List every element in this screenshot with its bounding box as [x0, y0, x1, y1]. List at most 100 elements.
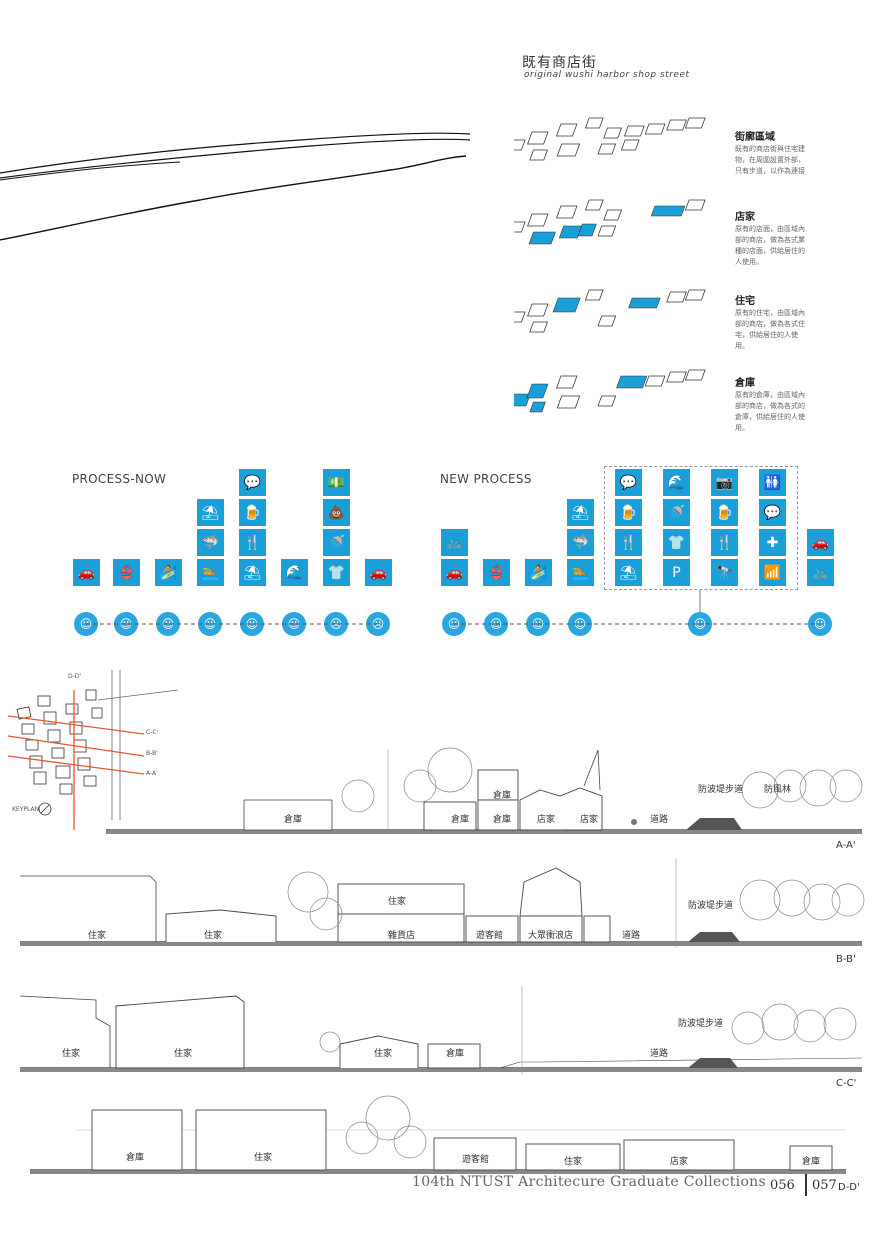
section-label: 道路: [650, 815, 669, 825]
section-label: 住家: [388, 897, 407, 907]
section-label: 防波堤步道: [698, 785, 744, 795]
section-name: C-C': [836, 1078, 857, 1089]
section-label: 住家: [564, 1157, 583, 1167]
keyplan-line-label: C-C': [146, 729, 159, 736]
camera-icon: 📷: [711, 469, 738, 496]
swim-icon: 🏊: [197, 559, 224, 586]
section-label: 大眾衝浪店: [528, 931, 574, 941]
beach-chair-icon: ⛱: [239, 559, 266, 586]
keyplan-line-label: A-A': [146, 770, 158, 777]
section-label: 防波堤步道: [678, 1019, 724, 1029]
page-subtitle: original wushi harbor shop street: [524, 70, 690, 80]
section-label: 遊客館: [476, 931, 504, 941]
beer-icon: 🍺: [711, 499, 738, 526]
section-label: 倉庫: [126, 1153, 145, 1163]
north-arrow-icon: [38, 802, 52, 816]
axon-block-houses: [514, 289, 706, 333]
key-plan: [8, 670, 178, 830]
beach-chair-icon: ⛱: [197, 499, 224, 526]
section-label: 倉庫: [284, 815, 303, 825]
shower-icon: 🚿: [663, 499, 690, 526]
surf-rent-icon: 🏄: [155, 559, 182, 586]
new-process-title: NEW PROCESS: [440, 472, 532, 486]
poop-icon: 💩: [323, 499, 350, 526]
money-icon: 💵: [323, 469, 350, 496]
page-title: 既有商店街: [522, 55, 597, 71]
keyplan-line-label: D-D': [68, 673, 82, 680]
bike-icon: 🚲: [441, 529, 468, 556]
section-label: 遊客館: [462, 1155, 490, 1165]
chat-icon: 💬: [615, 469, 642, 496]
block-label: 住宅: [735, 296, 755, 307]
car-icon: 🚗: [365, 559, 392, 586]
section-label: 住家: [88, 931, 107, 941]
surf-rent-icon: 🏄: [525, 559, 552, 586]
process-now-title: PROCESS-NOW: [72, 472, 167, 486]
process-now-diagram: 🚗 ☺ 👙 ☺ 🏄 ☺ 🏊 🦈 ⛱ ☺ ⛱ 🍴 🍺 💬 ☺ 🌊 ☺ 👕 🚿 💩 💵 ☹ 🚗 ☹: [73, 469, 392, 636]
shark-icon: 🦈: [567, 529, 594, 556]
beach-chair-icon: ⛱: [567, 499, 594, 526]
new-process-diagram: 🚗 🚲 ☺ 👙 ☺ 🏄 ☺ 🏊 🦈 ⛱ ☺ 🚲 🚗 ☺ ⛱ 🍴 🍺 💬 P 👕 🚿 🌊 🔭 🍴 🍺 📷 📶 ✚ 💬 🚻 ☺: [441, 469, 834, 636]
sad-face-icon: ☹: [366, 612, 390, 636]
section-label: 防風林: [764, 785, 792, 795]
block-desc: 原有的住宅，由區域內部的商店，做為各式住宅，供給居住的人使用。: [735, 309, 805, 350]
axon-block-shops: [514, 199, 706, 245]
shark-icon: 🦈: [197, 529, 224, 556]
section-aa-drawing: [106, 747, 863, 834]
section-label: 店家: [580, 815, 599, 825]
bikini-icon: 👙: [483, 559, 510, 586]
section-label: 倉庫: [446, 1049, 465, 1059]
block-label: 倉庫: [735, 378, 755, 389]
axon-block-storage: [514, 369, 706, 413]
block-desc: 原有的倉庫，由區域內部的商店，做為各式的倉庫，供給居住的人使用。: [735, 391, 805, 432]
section-label: 住家: [254, 1153, 273, 1163]
parking-icon: P: [663, 559, 690, 586]
bikini-icon: 👙: [113, 559, 140, 586]
footer-caption: 104th NTUST Architecure Graduate Collect…: [412, 1174, 766, 1190]
chat-icon: 💬: [239, 469, 266, 496]
car-icon: 🚗: [441, 559, 468, 586]
page-divider: [805, 1174, 807, 1196]
coastline-sketch: [0, 132, 471, 241]
section-label: 道路: [650, 1049, 669, 1059]
grouped-services-box: [604, 466, 798, 590]
page-number-left: 056: [770, 1178, 795, 1193]
cutlery-icon: 🍴: [711, 529, 738, 556]
car-icon: 🚗: [73, 559, 100, 586]
section-dd-drawing: [30, 1095, 846, 1174]
surfer-icon: 🌊: [663, 469, 690, 496]
section-label: 店家: [670, 1157, 689, 1167]
wifi-icon: 📶: [759, 559, 786, 586]
block-desc: 原有的店面，由區域內部的商店，做為各式業種的店面，供給居住的人使用。: [735, 225, 805, 266]
section-label: 住家: [174, 1049, 193, 1059]
section-name: D-D': [838, 1182, 860, 1193]
axon-block-all: [514, 117, 706, 161]
section-label: 住家: [374, 1049, 393, 1059]
bike-icon: 🚲: [807, 559, 834, 586]
tshirt-icon: 👕: [663, 529, 690, 556]
section-label: 倉庫: [451, 815, 470, 825]
block-label: 店家: [735, 212, 755, 223]
group-connector: [86, 590, 820, 625]
section-label: 道路: [622, 931, 641, 941]
section-label: 店家: [537, 815, 556, 825]
section-name: B-B': [836, 954, 856, 965]
keyplan-line-label: B-B': [146, 750, 158, 757]
section-label: 住家: [204, 931, 223, 941]
restroom-icon: 🚻: [759, 469, 786, 496]
car-icon: 🚗: [807, 529, 834, 556]
first-aid-icon: ✚: [759, 529, 786, 556]
block-label: 街廓區域: [735, 132, 775, 143]
section-cc-drawing: [19, 986, 863, 1074]
keyplan-label: KEYPLAN: [12, 806, 40, 813]
surfer-icon: 🌊: [281, 559, 308, 586]
section-label: 住家: [62, 1049, 81, 1059]
beer-icon: 🍺: [239, 499, 266, 526]
chat-icon: 💬: [759, 499, 786, 526]
section-bb-drawing: [20, 858, 865, 948]
telescope-icon: 🔭: [711, 559, 738, 586]
shower-icon: 🚿: [323, 529, 350, 556]
section-name: A-A': [836, 840, 856, 851]
page-number-right: 057: [812, 1178, 837, 1193]
swim-icon: 🏊: [567, 559, 594, 586]
